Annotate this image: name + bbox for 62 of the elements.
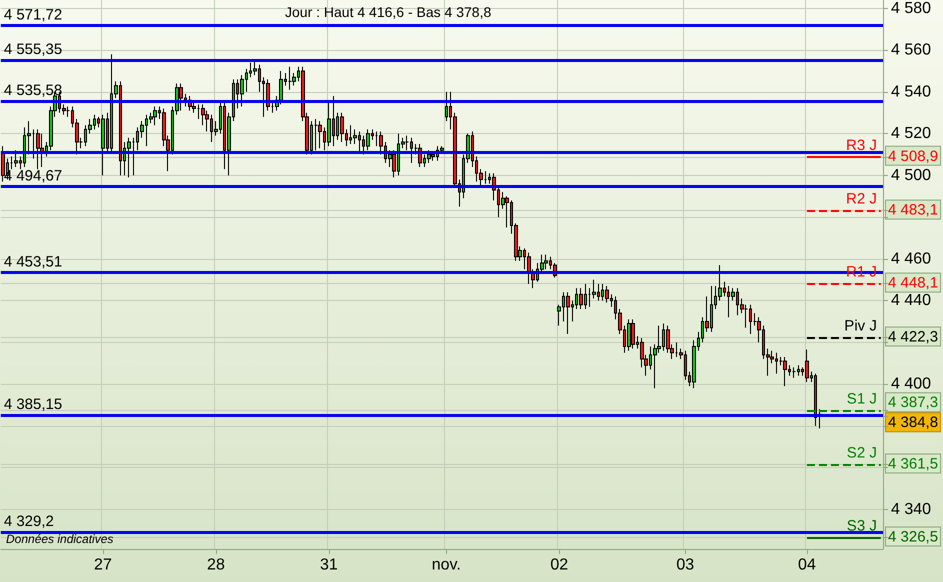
- x-tick-label: 04: [798, 556, 816, 574]
- ref-line-label: 4 385,15: [4, 396, 62, 414]
- candlestick: [566, 292, 570, 334]
- y-tick-label: 4 508,9: [888, 148, 938, 165]
- chart-title: Jour : Haut 4 416,6 - Bas 4 378,8: [285, 4, 492, 20]
- candlestick: [579, 288, 583, 310]
- ref-line-label: 4 453,51: [4, 253, 62, 270]
- y-tick-label: 4 560: [891, 42, 932, 59]
- candlestick: [605, 285, 609, 304]
- y-tick-label: 4 483,1: [888, 202, 938, 219]
- x-tick-label: 28: [207, 556, 225, 574]
- x-tick-label: 31: [320, 556, 338, 574]
- candlestick: [631, 318, 635, 350]
- ref-line-label: 4 535,58: [4, 82, 62, 100]
- ref-line-label: R3 J: [846, 136, 877, 154]
- candlestick: [805, 348, 809, 383]
- x-tick-label: nov.: [432, 556, 461, 574]
- y-tick-label: 4 540: [891, 83, 932, 100]
- candlestick: [288, 66, 292, 90]
- candlestick: [792, 366, 796, 378]
- candlestick: [14, 150, 18, 168]
- candlestick: [427, 150, 431, 164]
- candlestick: [814, 373, 817, 426]
- y-tick-label: 4 422,3: [888, 328, 938, 346]
- candlestick: [36, 128, 40, 170]
- candlestick: [127, 137, 131, 178]
- candlestick: [1, 146, 5, 182]
- ref-line-label: S2 J: [846, 444, 877, 462]
- candlestick: [314, 118, 318, 151]
- x-tick-label: 02: [550, 556, 568, 574]
- candlestick: [366, 128, 370, 151]
- candlestick: [40, 133, 44, 168]
- y-tick-label: 4 580: [891, 0, 932, 17]
- ref-line-label: 4 329,2: [4, 512, 54, 530]
- y-tick-label: 4 440: [891, 292, 932, 310]
- candlestick: [179, 83, 183, 112]
- y-tick-label: 4 448,1: [888, 274, 938, 292]
- y-tick-label: 4 400: [891, 376, 932, 393]
- annotation: Données indicatives: [6, 532, 114, 546]
- y-tick-label: 4 500: [891, 166, 932, 184]
- candlestick: [153, 106, 157, 126]
- x-tick-label: 03: [676, 556, 694, 574]
- ref-line-label: R2 J: [846, 190, 877, 208]
- x-tick-label: 27: [94, 556, 112, 574]
- y-tick-label: 4 387,3: [888, 394, 938, 412]
- y-tick-label: 4 326,5: [888, 528, 938, 546]
- ref-line-label: 4 571,72: [4, 6, 62, 24]
- ref-line-label: Piv J: [844, 318, 877, 335]
- ref-line-label: S1 J: [846, 390, 877, 408]
- candlestick: [783, 356, 787, 387]
- candlestick: [318, 120, 322, 149]
- y-tick-label: 4 460: [891, 250, 932, 268]
- ref-line-label: S3 J: [846, 518, 877, 535]
- candlestick: [544, 254, 548, 270]
- candlestick: [101, 114, 105, 176]
- y-tick-label: 4 520: [891, 125, 932, 142]
- y-tick-label: 4 340: [891, 500, 932, 518]
- y-tick-label: 4 361,5: [888, 455, 938, 472]
- candlestick: [340, 112, 344, 142]
- y-tick-label: 4 384,8: [888, 414, 938, 432]
- ref-line-label: 4 555,35: [4, 40, 62, 58]
- candlestick: [627, 318, 631, 352]
